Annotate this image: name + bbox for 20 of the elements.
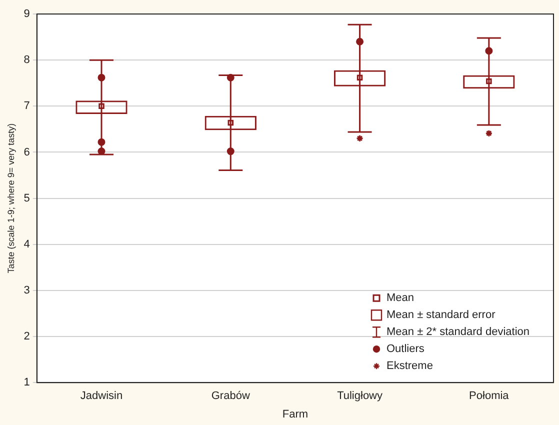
y-tick-label: 6 [24, 146, 30, 158]
legend-label: Outliers [386, 343, 425, 356]
x-axis-title: Farm [282, 408, 308, 420]
legend-label: Mean [386, 292, 414, 304]
x-tick-label: Jadwisin [80, 390, 123, 402]
x-tick-label: Grabów [211, 390, 250, 402]
y-tick-label: 2 [24, 330, 30, 343]
y-tick-label: 3 [24, 284, 30, 296]
y-tick-label: 1 [24, 376, 30, 389]
annotation: Mean ± 2* standard deviation [386, 326, 530, 338]
y-tick-label: 4 [24, 238, 30, 250]
legend-label: Mean ± standard error [386, 309, 496, 322]
x-tick-label: Tuligłowy [337, 390, 383, 402]
y-tick-label: 7 [24, 100, 30, 112]
y-tick-label: 8 [24, 54, 30, 66]
y-axis-title: Taste (scale 1-9; where 9= very tasty) [6, 123, 16, 274]
x-tick-label: Połomia [469, 390, 510, 402]
y-tick-label: 5 [24, 192, 30, 204]
legend-label: Ekstreme [386, 360, 433, 372]
y-tick-label: 9 [24, 8, 30, 20]
